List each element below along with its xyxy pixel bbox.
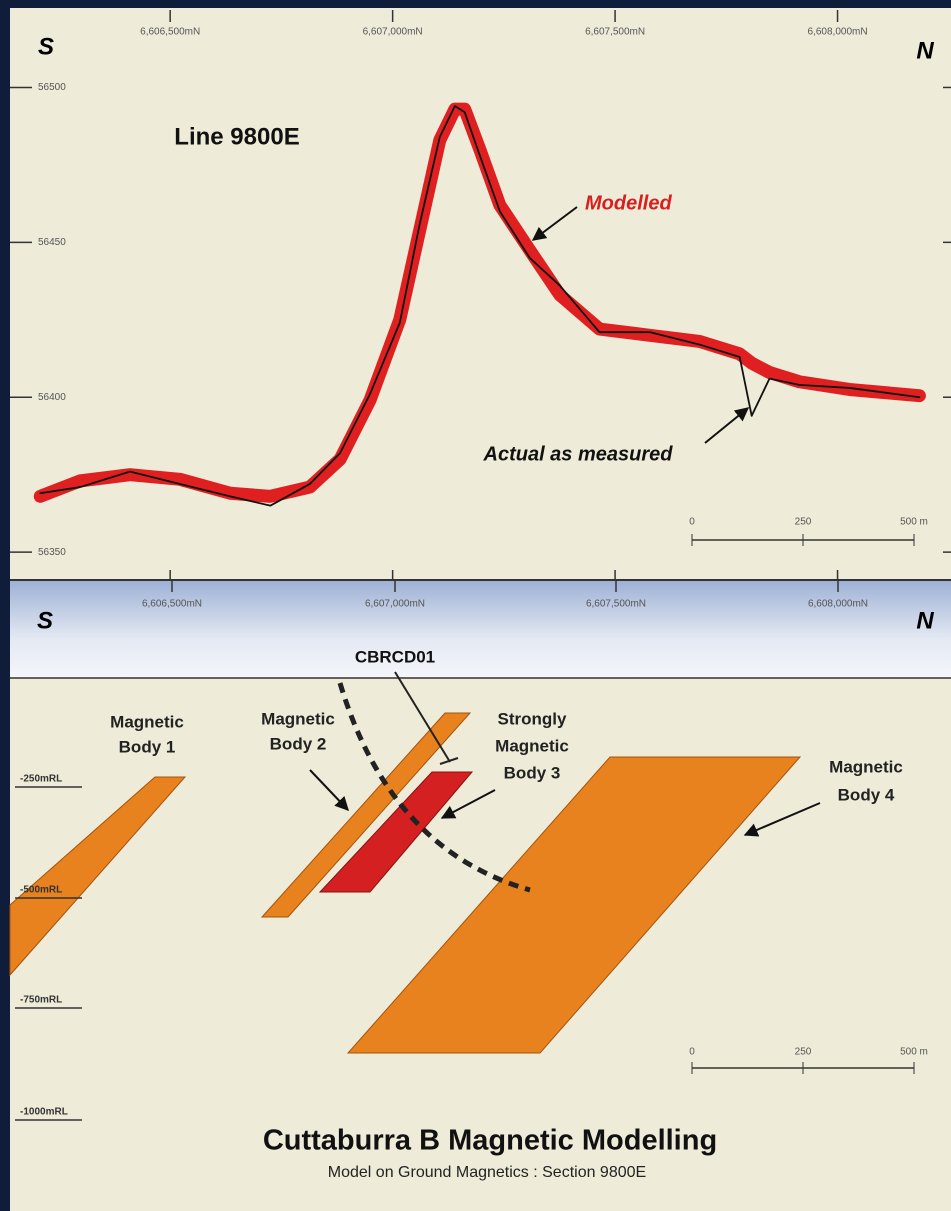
rl-label: -750mRL xyxy=(20,995,62,1006)
figure-title: Cuttaburra B Magnetic Modelling xyxy=(263,1125,717,1157)
x-tick-label: 6,606,500mN xyxy=(140,27,200,38)
rl-label: -250mRL xyxy=(20,774,62,785)
body-label: Body 3 xyxy=(504,763,561,782)
drillhole-pointer xyxy=(394,671,451,763)
rl-label: -1000mRL xyxy=(20,1107,68,1118)
south-label: S xyxy=(37,607,53,634)
north-label: N xyxy=(916,607,934,634)
drillhole-trace xyxy=(337,682,531,893)
drillhole-label: CBRCD01 xyxy=(355,647,435,666)
section-tick-label: 6,607,000mN xyxy=(365,599,425,610)
body-label: Magnetic xyxy=(495,736,569,755)
y-tick-label: 56450 xyxy=(38,237,66,248)
scale-bar: 0 250 500 m xyxy=(689,1047,928,1074)
profile-chart: 6,606,500mN 6,607,000mN 6,607,500mN 6,608,0… xyxy=(10,10,951,580)
chart-title: Line 9800E xyxy=(174,123,299,150)
section-tick-label: 6,608,000mN xyxy=(808,599,868,610)
drillhole-end xyxy=(439,757,459,765)
scale-label: 0 xyxy=(689,1047,695,1058)
section-axis xyxy=(171,580,839,592)
annotation: Actual as measured xyxy=(483,443,674,465)
series-line xyxy=(39,105,921,507)
north-label: N xyxy=(916,37,934,64)
body-label: Magnetic xyxy=(110,712,184,731)
x-tick-label: 6,607,500mN xyxy=(585,27,645,38)
scale-label: 250 xyxy=(795,1047,812,1058)
scale-label: 500 m xyxy=(900,517,928,528)
x-tick-label: 6,607,000mN xyxy=(363,27,423,38)
arrow xyxy=(309,769,349,812)
scale-label: 0 xyxy=(689,517,695,528)
magnetic-body xyxy=(9,776,187,977)
y-tick-label: 56400 xyxy=(38,392,66,403)
arrow xyxy=(531,206,578,241)
south-label: S xyxy=(38,33,54,60)
series-line xyxy=(33,102,926,503)
body-label: Body 1 xyxy=(119,737,176,756)
figure-subtitle: Model on Ground Magnetics : Section 9800… xyxy=(328,1164,646,1181)
magnetic-body xyxy=(318,771,474,893)
x-tick-label: 6,608,000mN xyxy=(808,27,868,38)
body-label: Strongly xyxy=(498,709,567,728)
scale-bar: 0 250 500 m xyxy=(689,517,928,546)
magnetic-body xyxy=(346,756,802,1054)
y-tick-label: 56500 xyxy=(38,82,66,93)
body-label: Body 2 xyxy=(270,734,327,753)
body-label: Magnetic xyxy=(829,757,903,776)
scale-label: 500 m xyxy=(900,1047,928,1058)
arrow xyxy=(743,802,821,837)
arrow xyxy=(440,789,496,819)
section-axis-band xyxy=(10,580,951,678)
y-tick-label: 56350 xyxy=(38,547,66,558)
rl-label: -500mRL xyxy=(20,885,62,896)
magnetic-body xyxy=(260,712,472,918)
arrow xyxy=(704,407,750,444)
scale-label: 250 xyxy=(795,517,812,528)
section-tick-label: 6,607,500mN xyxy=(586,599,646,610)
body-label: Body 4 xyxy=(838,785,895,804)
annotation: Modelled xyxy=(585,192,672,214)
section-tick-label: 6,606,500mN xyxy=(142,599,202,610)
body-label: Magnetic xyxy=(261,709,335,728)
